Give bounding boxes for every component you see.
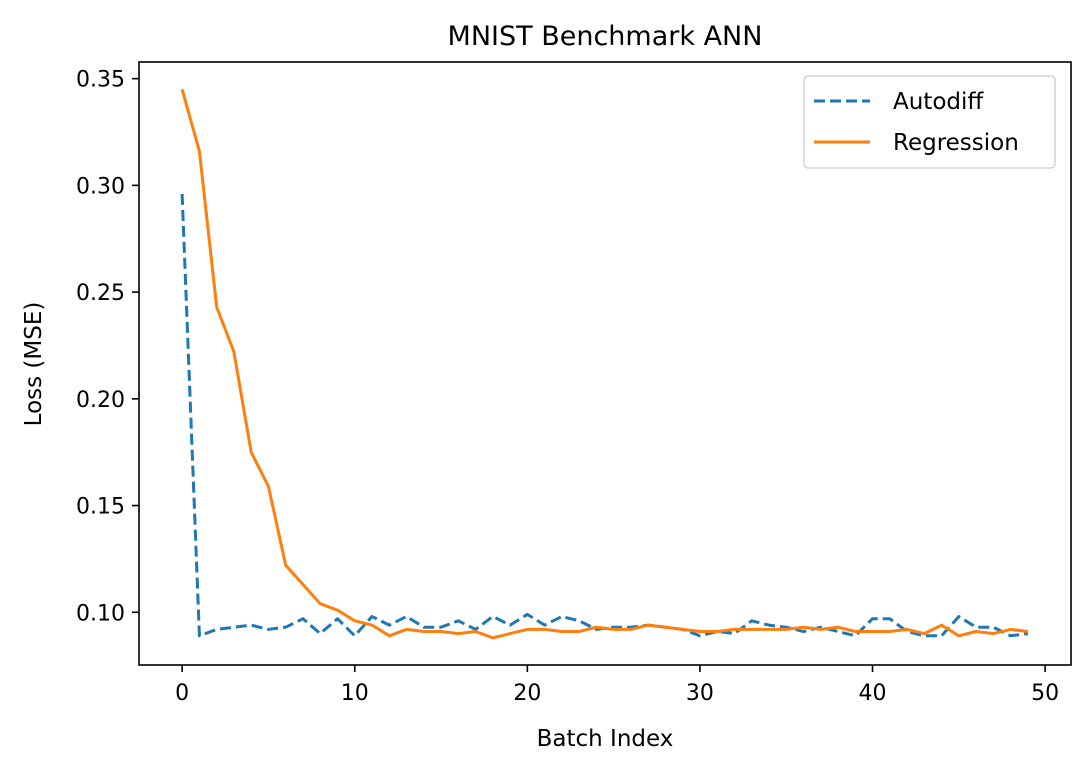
legend-label-regression: Regression xyxy=(893,130,1019,156)
y-tick-label: 0.25 xyxy=(76,281,125,306)
series-line-autodiff xyxy=(180,193,1029,638)
y-tick-label: 0.35 xyxy=(76,68,125,93)
plot-lines xyxy=(180,88,1029,640)
x-tick-label: 20 xyxy=(513,681,541,706)
y-axis: 0.10 0.15 0.20 0.25 0.30 0.35 xyxy=(76,68,139,626)
y-axis-label: Loss (MSE) xyxy=(21,302,47,427)
plot-frame xyxy=(138,61,1072,666)
x-tick-label: 0 xyxy=(175,681,189,706)
x-tick-label: 10 xyxy=(341,681,369,706)
x-axis-label: Batch Index xyxy=(537,726,674,752)
x-tick-label: 50 xyxy=(1031,681,1059,706)
chart-title: MNIST Benchmark ANN xyxy=(448,21,763,52)
x-tick-label: 40 xyxy=(859,681,887,706)
y-tick-label: 0.30 xyxy=(76,174,125,199)
y-tick-label: 0.10 xyxy=(76,601,125,626)
legend: Autodiff Regression xyxy=(803,75,1056,169)
x-axis: 0 10 20 30 40 50 xyxy=(175,665,1059,706)
x-tick-label: 30 xyxy=(686,681,714,706)
legend-box xyxy=(803,75,1056,169)
y-tick-label: 0.15 xyxy=(76,495,125,520)
y-tick-label: 0.20 xyxy=(76,388,125,413)
legend-label-autodiff: Autodiff xyxy=(893,89,984,115)
series-line-regression xyxy=(180,88,1029,640)
